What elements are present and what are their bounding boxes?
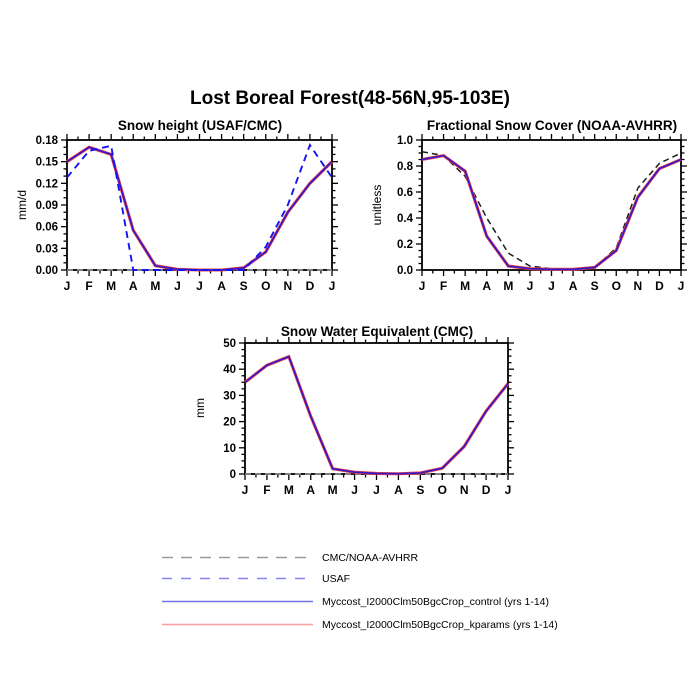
x-tick-label: J xyxy=(351,483,358,497)
y-tick-label: 1.0 xyxy=(397,135,413,147)
y-tick-label: 0.09 xyxy=(36,200,58,212)
x-tick-label: F xyxy=(85,279,92,293)
x-tick-label: D xyxy=(655,279,664,293)
snow-height-chart-title: Snow height (USAF/CMC) xyxy=(117,118,283,133)
x-tick-label: J xyxy=(196,279,203,293)
legend-item-kparams-run: Myccost_I2000Clm50BgcCrop_kparams (yrs 1… xyxy=(162,618,558,631)
x-tick-label: J xyxy=(419,279,426,293)
series-line-noaa-obs xyxy=(421,150,682,270)
x-tick-label: J xyxy=(678,279,685,293)
legend-item-control-run: Myccost_I2000Clm50BgcCrop_control (yrs 1… xyxy=(162,595,549,608)
series-line-kparams xyxy=(421,153,682,271)
series-line-usaf xyxy=(66,142,333,271)
y-tick-label: 0.12 xyxy=(36,178,58,190)
y-tick-label: 0 xyxy=(230,469,236,481)
x-tick-label: A xyxy=(569,279,578,293)
y-tick-label: 0.6 xyxy=(397,187,413,199)
x-tick-label: J xyxy=(174,279,181,293)
series-line-control xyxy=(66,146,333,271)
x-tick-label: J xyxy=(242,483,249,497)
snow-water-equivalent-y-axis-label: mm xyxy=(193,398,207,418)
x-tick-label: O xyxy=(261,279,270,293)
plot-frame xyxy=(421,139,682,271)
x-tick-label: S xyxy=(591,279,599,293)
page-title: Lost Boreal Forest(48-56N,95-103E) xyxy=(190,88,510,109)
x-tick-label: M xyxy=(150,279,160,293)
x-tick-label: F xyxy=(263,483,270,497)
y-tick-label: 20 xyxy=(223,417,236,429)
x-tick-label: S xyxy=(416,483,424,497)
y-tick-label: 0.00 xyxy=(36,265,58,277)
x-tick-label: J xyxy=(64,279,71,293)
snow-water-equivalent-chart-title: Snow Water Equivalent (CMC) xyxy=(280,324,474,339)
x-tick-label: A xyxy=(129,279,138,293)
y-tick-label: 0.8 xyxy=(397,161,414,173)
fractional-snow-cover-y-axis-label: unitless xyxy=(370,184,384,226)
x-tick-label: A xyxy=(306,483,315,497)
x-tick-label: A xyxy=(217,279,226,293)
legend-line-swatch-kparams-run xyxy=(162,623,313,626)
y-tick-label: 30 xyxy=(223,390,236,402)
snow-height-y-axis-label: mm/d xyxy=(15,190,29,220)
x-tick-label: J xyxy=(548,279,555,293)
x-tick-label: J xyxy=(329,279,336,293)
x-tick-label: O xyxy=(612,279,621,293)
x-tick-label: F xyxy=(440,279,447,293)
legend-label-cmc-noaa-avhrr: CMC/NOAA-AVHRR xyxy=(322,551,419,564)
legend-line-swatch-control-run xyxy=(162,600,313,603)
series-line-kparams xyxy=(244,354,510,476)
x-tick-label: J xyxy=(373,483,380,497)
legend-label-usaf: USAF xyxy=(322,572,351,585)
x-tick-label: N xyxy=(460,483,469,497)
x-tick-label: M xyxy=(460,279,470,293)
x-tick-label: D xyxy=(482,483,491,497)
y-tick-label: 0.18 xyxy=(36,135,59,147)
x-tick-label: O xyxy=(438,483,447,497)
x-tick-label: D xyxy=(306,279,315,293)
series-line-kparams xyxy=(66,145,334,272)
y-tick-label: 0.2 xyxy=(397,239,413,251)
y-tick-label: 40 xyxy=(223,364,236,376)
x-tick-label: S xyxy=(240,279,248,293)
x-tick-label: M xyxy=(328,483,338,497)
x-tick-label: A xyxy=(394,483,403,497)
y-tick-label: 0.06 xyxy=(36,222,58,234)
plot-frame xyxy=(244,342,509,475)
x-tick-label: N xyxy=(633,279,642,293)
x-tick-label: M xyxy=(503,279,513,293)
legend-label-kparams-run: Myccost_I2000Clm50BgcCrop_kparams (yrs 1… xyxy=(322,618,558,631)
y-tick-label: 0.0 xyxy=(397,265,413,277)
x-tick-label: M xyxy=(106,279,116,293)
x-tick-label: M xyxy=(284,483,294,497)
y-tick-label: 0.15 xyxy=(36,157,59,169)
legend-line-swatch-usaf xyxy=(162,577,313,580)
legend-item-usaf: USAF xyxy=(162,572,350,585)
series-line-control xyxy=(421,154,682,271)
legend-label-control-run: Myccost_I2000Clm50BgcCrop_control (yrs 1… xyxy=(322,595,550,608)
x-tick-label: J xyxy=(527,279,534,293)
x-tick-label: J xyxy=(505,483,512,497)
legend-item-cmc-noaa-avhrr: CMC/NOAA-AVHRR xyxy=(162,551,418,564)
fractional-snow-cover-chart-title: Fractional Snow Cover (NOAA-AVHRR) xyxy=(426,118,678,133)
x-tick-label: A xyxy=(482,279,491,293)
y-tick-label: 0.03 xyxy=(36,243,58,255)
y-tick-label: 0.4 xyxy=(397,213,414,225)
y-tick-label: 50 xyxy=(223,338,236,350)
series-line-control xyxy=(244,355,509,475)
legend-line-swatch-cmc-noaa-avhrr xyxy=(162,556,313,559)
x-tick-label: N xyxy=(283,279,292,293)
y-tick-label: 10 xyxy=(223,443,236,455)
